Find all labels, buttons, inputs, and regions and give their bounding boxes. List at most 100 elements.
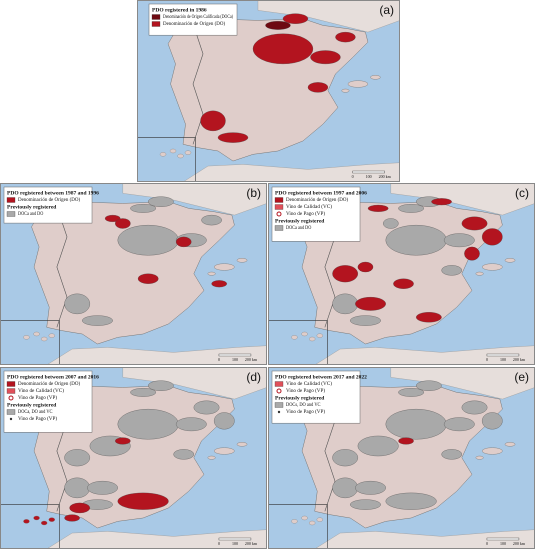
- legend-swatch: [6, 409, 16, 415]
- previous-area: [332, 477, 358, 499]
- previous-area: [350, 499, 381, 510]
- legend-title: PDO registered in 1986: [152, 7, 207, 13]
- portugal-border: [192, 23, 204, 145]
- legend-swatch: [6, 388, 16, 394]
- scale-label: 0: [486, 541, 488, 546]
- legend-marker: [276, 211, 282, 217]
- new-area: [332, 265, 358, 283]
- canary-island: [184, 150, 192, 155]
- legend-marker: [277, 410, 281, 414]
- legend-swatch: [274, 381, 284, 387]
- legend-item: Denominación de Origen Calificada (DOCa): [163, 15, 233, 20]
- legend-item: Denominación de Origen (DO): [163, 22, 225, 27]
- panel-label: (d): [246, 370, 261, 384]
- legend-item: DOCa, DO and VC: [18, 410, 53, 415]
- scale-label: 200 km: [245, 541, 258, 546]
- legend-marker: [9, 417, 13, 421]
- previous-area: [213, 412, 235, 430]
- legend-swatch: [6, 211, 16, 217]
- panel-frame: [0, 367, 267, 549]
- previous-area: [130, 204, 156, 213]
- previous-area: [416, 380, 442, 391]
- new-area: [464, 246, 480, 261]
- previous-area: [64, 477, 90, 499]
- scale-label: 0: [352, 174, 354, 179]
- previous-area: [441, 265, 462, 276]
- new-area: [461, 216, 488, 231]
- new-area: [335, 31, 356, 43]
- legend-item: Vino de Calidad (VC): [286, 205, 332, 210]
- panel-frame: [0, 183, 267, 365]
- panel-label: (e): [514, 370, 529, 384]
- inset-frame: [0, 320, 60, 365]
- previous-area: [357, 435, 399, 457]
- canary-island: [309, 520, 316, 526]
- legend-item: Denominación de Origen (DO): [18, 382, 80, 387]
- new-area: [64, 514, 80, 522]
- doca-area: [265, 21, 291, 30]
- balearic: [347, 80, 369, 88]
- france: [257, 0, 400, 33]
- previous-area: [117, 409, 179, 440]
- legend-title: PDO registered between 2017 and 2022: [275, 374, 367, 380]
- balearic: [475, 271, 484, 276]
- legend-swatch: [6, 381, 16, 387]
- legend-item: Vino de Pago (VP): [18, 417, 57, 422]
- canary-island: [291, 335, 298, 340]
- new-area: [117, 492, 169, 510]
- legend-swatch: [274, 402, 284, 408]
- new-area: [252, 33, 314, 65]
- france: [390, 183, 535, 216]
- previous-area: [117, 225, 179, 256]
- new-area: [69, 502, 90, 514]
- africa: [182, 162, 400, 182]
- canary-island: [23, 519, 30, 524]
- previous-area: [461, 400, 488, 415]
- scale-label: 100: [500, 357, 506, 362]
- legend-subtitle: Previously registered: [7, 204, 56, 210]
- scale-bar: [486, 353, 520, 357]
- inset-frame: [268, 320, 328, 365]
- legend-subtitle: Previously registered: [275, 395, 324, 401]
- panel-frame: [137, 0, 400, 182]
- balearic: [213, 263, 235, 271]
- new-area: [115, 218, 131, 229]
- new-area: [217, 132, 249, 143]
- legend-item: DOCa and DO: [18, 212, 44, 217]
- panel-label: (c): [515, 186, 529, 200]
- legend-title: PDO registered between 1987 and 1996: [7, 190, 99, 196]
- previous-area: [350, 315, 381, 326]
- scale-label: 100: [232, 357, 238, 362]
- previous-area: [441, 449, 462, 460]
- legend-box: [148, 3, 238, 36]
- canary-island: [159, 152, 167, 157]
- legend-item: Vino de Pago (VP): [286, 212, 325, 217]
- new-area: [357, 261, 374, 273]
- legend-item: Vino de Pago (VP): [18, 396, 57, 401]
- inset-frame: [268, 504, 328, 549]
- balearic: [370, 75, 381, 80]
- previous-area: [355, 481, 386, 495]
- canary-island: [41, 520, 48, 526]
- scale-label: 200 km: [379, 174, 392, 179]
- legend-swatch: [274, 225, 284, 231]
- portugal-border: [56, 206, 68, 328]
- previous-area: [443, 417, 475, 432]
- new-area: [137, 273, 159, 284]
- new-area: [431, 198, 452, 206]
- previous-area: [383, 218, 399, 229]
- africa: [46, 529, 267, 549]
- previous-area: [82, 315, 113, 326]
- canary-island: [316, 333, 323, 338]
- legend-item: Vino de Pago (VP): [286, 410, 325, 415]
- legend-subtitle: Previously registered: [275, 218, 324, 224]
- previous-area: [201, 214, 222, 226]
- canary-island: [301, 331, 308, 337]
- previous-area: [481, 412, 503, 430]
- legend-title: PDO registered between 2007 and 2016: [7, 374, 99, 380]
- scale-label: 0: [218, 357, 220, 362]
- balearic: [213, 447, 235, 455]
- map-panel: [137, 0, 400, 182]
- france: [122, 367, 267, 400]
- scale-bar: [218, 353, 252, 357]
